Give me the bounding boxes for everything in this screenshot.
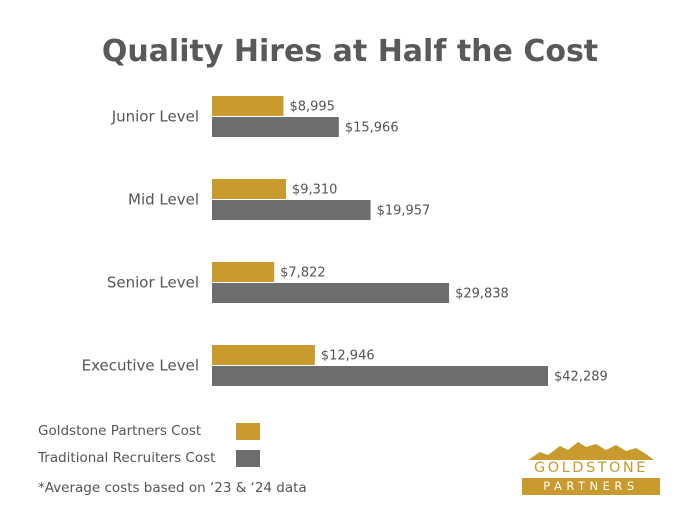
logo-text: GOLDSTONE xyxy=(534,460,648,476)
bar-traditional xyxy=(212,117,339,137)
bar-value-label: $19,957 xyxy=(377,204,431,219)
company-logo: GOLDSTONE PARTNERS xyxy=(522,438,660,496)
bar-goldstone xyxy=(212,179,286,199)
category-label: Junior Level xyxy=(111,108,199,126)
category-label: Senior Level xyxy=(107,274,199,292)
bar-traditional xyxy=(212,283,450,303)
legend-item-goldstone: Goldstone Partners Cost xyxy=(38,423,278,443)
bar-traditional xyxy=(212,200,371,220)
bar-goldstone xyxy=(212,262,275,282)
logo-band: PARTNERS xyxy=(522,478,660,495)
mountain-icon xyxy=(528,442,654,460)
legend-swatch xyxy=(236,423,260,440)
category-label: Executive Level xyxy=(82,357,199,375)
legend-swatch xyxy=(236,450,260,467)
bar-value-label: $29,838 xyxy=(455,287,509,302)
footnote: *Average costs based on ‘23 & ‘24 data xyxy=(38,480,307,496)
bar-traditional xyxy=(212,366,548,386)
logo-subtext: PARTNERS xyxy=(543,479,639,493)
bar-value-label: $7,822 xyxy=(280,266,326,281)
legend-label: Goldstone Partners Cost xyxy=(38,423,202,439)
bar-value-label: $8,995 xyxy=(289,100,335,115)
chart-title: Quality Hires at Half the Cost xyxy=(101,34,599,69)
bar-value-label: $9,310 xyxy=(292,183,338,198)
bar-chart: Junior Level $8,995 $15,966 Mid Level $9,310… xyxy=(82,96,608,386)
legend-label: Traditional Recruiters Cost xyxy=(38,450,216,466)
legend-item-traditional: Traditional Recruiters Cost xyxy=(38,450,278,470)
bar-goldstone xyxy=(212,345,315,365)
bar-value-label: $12,946 xyxy=(321,349,375,364)
category-label: Mid Level xyxy=(128,191,199,209)
bar-goldstone xyxy=(212,96,284,116)
bar-value-label: $15,966 xyxy=(345,121,399,136)
bar-value-label: $42,289 xyxy=(554,370,608,385)
